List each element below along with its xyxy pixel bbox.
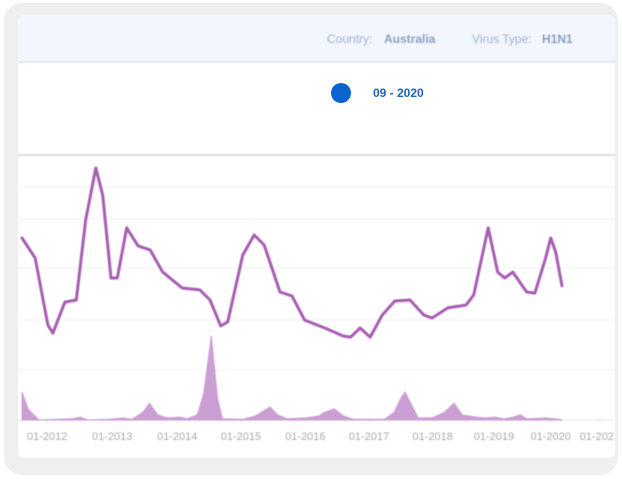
x-tick-label: 01-2013 (92, 431, 132, 443)
filter-bar (18, 15, 615, 62)
virus-value[interactable]: H1N1 (542, 32, 573, 46)
slider-handle[interactable] (331, 83, 351, 103)
x-tick-label: 01-2012 (27, 431, 67, 443)
card-content: Country: Australia Virus Type: H1N1 09 -… (18, 15, 620, 443)
country-label: Country: (327, 32, 372, 46)
line (20, 166, 564, 339)
x-tick-label: 01-2015 (221, 431, 261, 443)
x-tick-label: 01-2017 (349, 431, 389, 443)
plot: 01-2012 01-2013 01-2014 01-2015 01-2016 01-20… (20, 166, 620, 443)
slider-label: 09 - 2020 (373, 86, 424, 100)
filters: Country: Australia Virus Type: H1N1 (327, 32, 573, 46)
country-value[interactable]: Australia (384, 32, 436, 46)
x-tick-label: 01-2016 (285, 431, 325, 443)
virus-label: Virus Type: (472, 32, 532, 46)
x-tick-label: 01-2021 (580, 431, 620, 443)
area (21, 335, 563, 421)
x-tick-label: 01-2018 (412, 431, 452, 443)
x-tick-label: 01-2014 (157, 431, 197, 443)
x-tick-label: 01-2019 (474, 431, 514, 443)
card (18, 15, 615, 458)
x-tick-label: 01-2020 (530, 431, 570, 443)
